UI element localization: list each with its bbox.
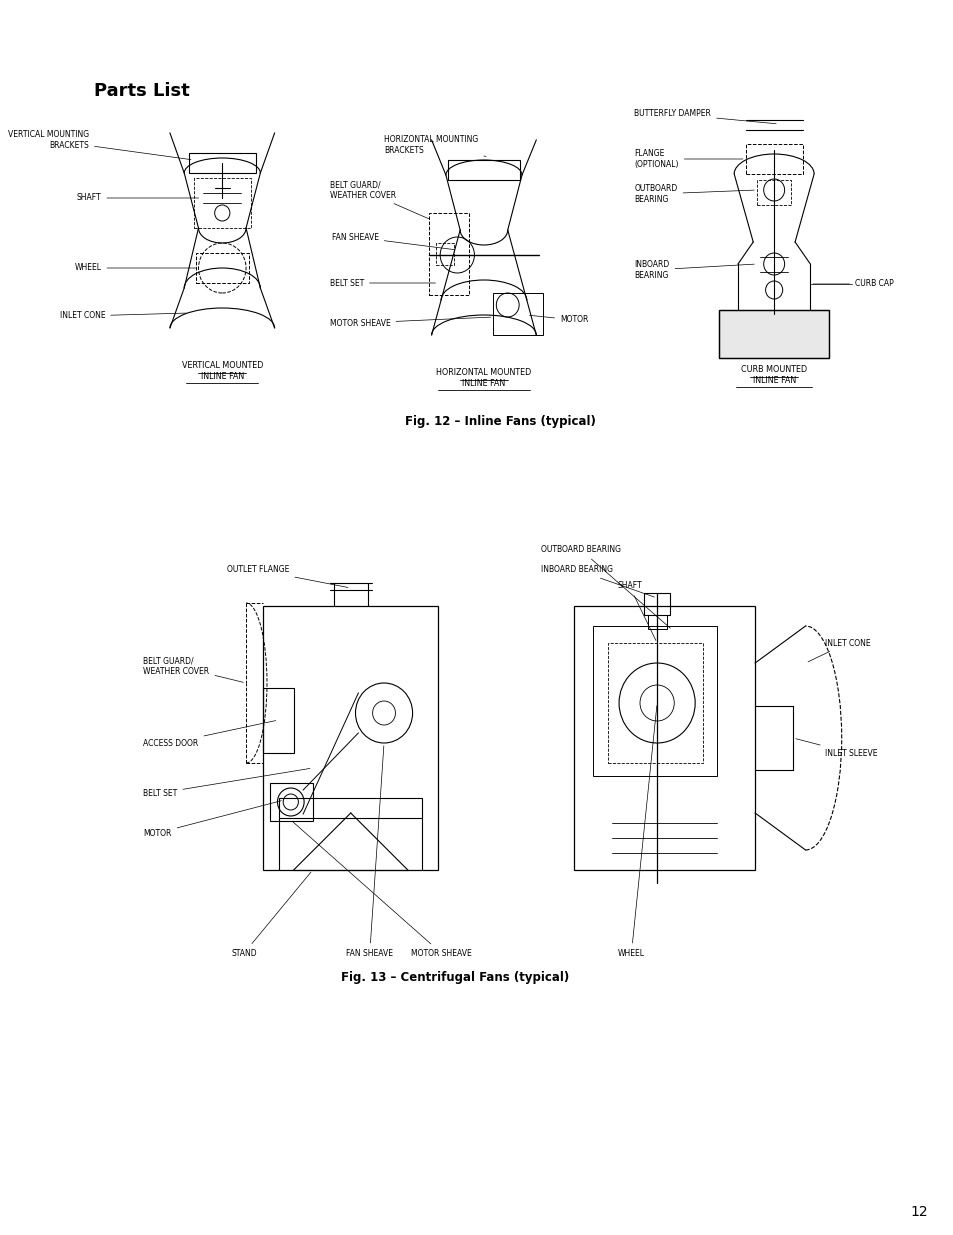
- Bar: [279, 798, 421, 818]
- Bar: [719, 310, 828, 358]
- Text: MOTOR: MOTOR: [529, 315, 588, 325]
- Bar: [593, 626, 717, 776]
- Text: BELT SET: BELT SET: [330, 279, 435, 288]
- Bar: [270, 783, 313, 821]
- Text: OUTBOARD
BEARING: OUTBOARD BEARING: [634, 184, 754, 204]
- Text: INBOARD BEARING: INBOARD BEARING: [540, 566, 654, 597]
- Text: Parts List: Parts List: [93, 82, 190, 100]
- Text: FAN SHEAVE: FAN SHEAVE: [332, 232, 454, 249]
- Text: INLET SLEEVE: INLET SLEEVE: [795, 739, 876, 757]
- Bar: [574, 606, 755, 869]
- Text: BUTTERFLY DAMPER: BUTTERFLY DAMPER: [634, 110, 776, 124]
- Bar: [647, 615, 666, 629]
- Text: 12: 12: [910, 1205, 927, 1219]
- Text: BELT GUARD/
WEATHER COVER: BELT GUARD/ WEATHER COVER: [330, 180, 429, 219]
- Bar: [447, 161, 519, 180]
- Text: WHEEL: WHEEL: [618, 705, 657, 957]
- Text: VERTICAL MOUNTED: VERTICAL MOUNTED: [181, 361, 263, 370]
- Text: INLET CONE: INLET CONE: [59, 311, 186, 321]
- Bar: [193, 178, 251, 228]
- Bar: [436, 243, 453, 266]
- Text: HORIZONTAL MOUNTED: HORIZONTAL MOUNTED: [436, 368, 531, 377]
- Bar: [263, 688, 294, 753]
- Text: OUTLET FLANGE: OUTLET FLANGE: [227, 566, 348, 588]
- Bar: [195, 253, 249, 283]
- Text: OUTBOARD BEARING: OUTBOARD BEARING: [540, 546, 670, 629]
- Text: CURB MOUNTED: CURB MOUNTED: [740, 366, 806, 374]
- Text: INLET CONE: INLET CONE: [807, 638, 869, 662]
- Bar: [757, 180, 790, 205]
- Bar: [643, 593, 670, 615]
- Text: INBOARD
BEARING: INBOARD BEARING: [634, 261, 754, 279]
- Text: CURB CAP: CURB CAP: [812, 279, 893, 289]
- Text: HORIZONTAL MOUNTING
BRACKETS: HORIZONTAL MOUNTING BRACKETS: [384, 136, 485, 157]
- Bar: [189, 153, 255, 173]
- Text: FAN SHEAVE: FAN SHEAVE: [346, 746, 393, 957]
- Text: SHAFT: SHAFT: [617, 582, 656, 641]
- Text: INLINE FAN: INLINE FAN: [752, 375, 795, 385]
- Text: MOTOR SHEAVE: MOTOR SHEAVE: [330, 317, 490, 327]
- Text: BELT SET: BELT SET: [143, 768, 310, 798]
- Bar: [428, 212, 468, 295]
- Text: ACCESS DOOR: ACCESS DOOR: [143, 720, 275, 747]
- Text: BELT GUARD/
WEATHER COVER: BELT GUARD/ WEATHER COVER: [143, 656, 243, 683]
- Text: VERTICAL MOUNTING
BRACKETS: VERTICAL MOUNTING BRACKETS: [8, 131, 191, 159]
- Text: Fig. 13 – Centrifugal Fans (typical): Fig. 13 – Centrifugal Fans (typical): [341, 972, 569, 984]
- Bar: [263, 606, 437, 869]
- Text: Fig. 12 – Inline Fans (typical): Fig. 12 – Inline Fans (typical): [404, 415, 595, 429]
- Bar: [493, 293, 542, 335]
- Bar: [745, 144, 801, 174]
- Text: INLINE FAN: INLINE FAN: [200, 372, 244, 382]
- Bar: [607, 643, 702, 763]
- Text: MOTOR: MOTOR: [143, 800, 281, 837]
- Text: SHAFT: SHAFT: [77, 194, 198, 203]
- Text: STAND: STAND: [232, 872, 311, 957]
- Text: WHEEL: WHEEL: [74, 263, 195, 273]
- Bar: [719, 310, 828, 358]
- Text: INLINE FAN: INLINE FAN: [462, 379, 505, 388]
- Text: MOTOR SHEAVE: MOTOR SHEAVE: [293, 821, 471, 957]
- Text: FLANGE
(OPTIONAL): FLANGE (OPTIONAL): [634, 149, 742, 169]
